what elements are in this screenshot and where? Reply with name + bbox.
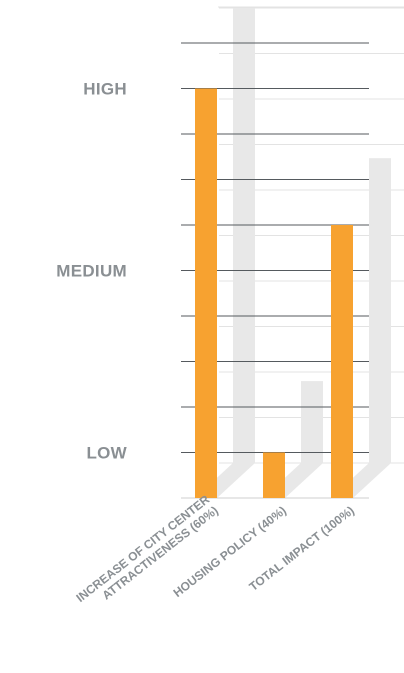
bar: [331, 225, 353, 498]
bar: [195, 88, 217, 498]
bar: [263, 452, 285, 498]
level-labels: HIGH MEDIUM LOW: [56, 80, 127, 463]
level-label-high: HIGH: [83, 80, 127, 99]
shadow-bar: [301, 381, 323, 463]
shadow-bar: [369, 158, 391, 463]
shadow-bars: [195, 8, 391, 498]
bars: [195, 88, 353, 498]
level-label-low: LOW: [86, 444, 127, 463]
level-label-medium: MEDIUM: [56, 262, 127, 281]
category-label-line: ATTRACTIVENESS (60%): [99, 503, 220, 602]
shadow-bar: [233, 8, 255, 463]
